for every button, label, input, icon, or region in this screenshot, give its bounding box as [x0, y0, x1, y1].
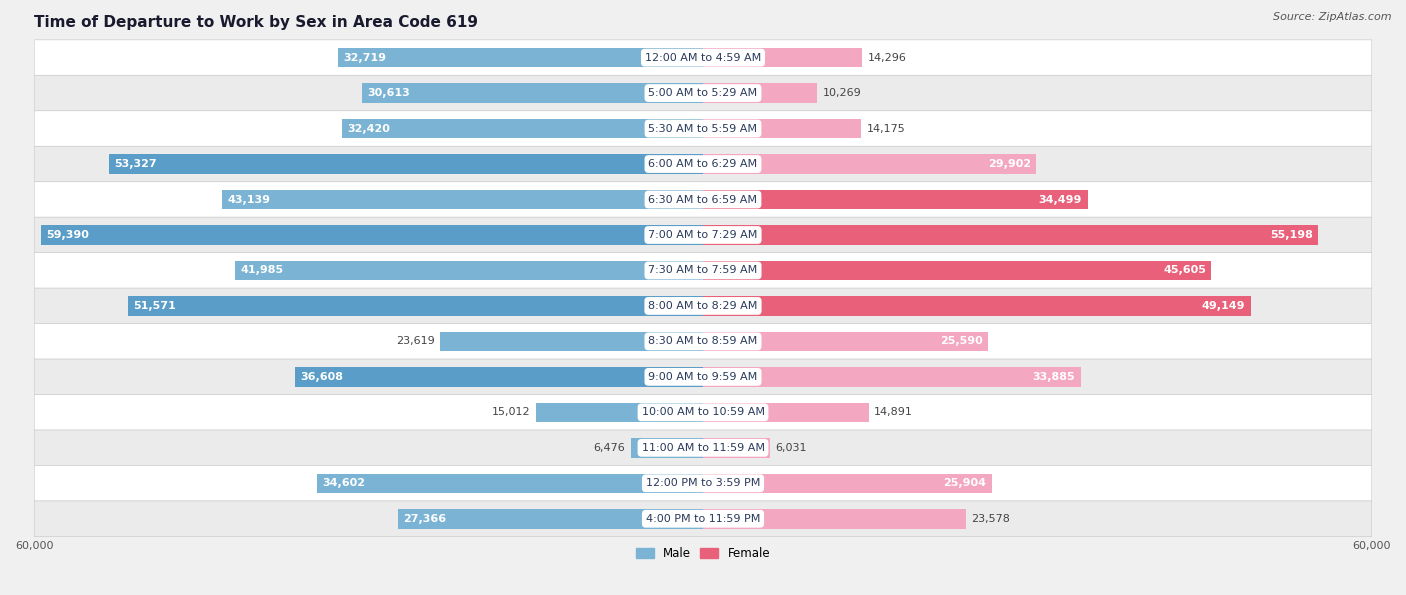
Bar	[703, 403, 869, 422]
FancyBboxPatch shape	[34, 359, 1372, 394]
Text: 12:00 PM to 3:59 PM: 12:00 PM to 3:59 PM	[645, 478, 761, 488]
Bar	[703, 331, 988, 351]
Bar	[703, 119, 860, 138]
Text: 59,390: 59,390	[46, 230, 89, 240]
Text: 14,175: 14,175	[866, 124, 905, 133]
Bar	[703, 296, 1251, 316]
Text: 25,904: 25,904	[943, 478, 987, 488]
Text: 5:30 AM to 5:59 AM: 5:30 AM to 5:59 AM	[648, 124, 758, 133]
FancyBboxPatch shape	[34, 253, 1372, 288]
Bar	[318, 474, 703, 493]
Legend: Male, Female: Male, Female	[631, 543, 775, 565]
Bar	[41, 226, 703, 245]
Bar	[536, 403, 703, 422]
FancyBboxPatch shape	[34, 394, 1372, 430]
Bar	[631, 438, 703, 458]
Text: 4:00 PM to 11:59 PM: 4:00 PM to 11:59 PM	[645, 513, 761, 524]
Text: 12:00 AM to 4:59 AM: 12:00 AM to 4:59 AM	[645, 52, 761, 62]
Bar	[440, 331, 703, 351]
Bar	[703, 509, 966, 528]
Bar	[235, 261, 703, 280]
Text: 6:00 AM to 6:29 AM: 6:00 AM to 6:29 AM	[648, 159, 758, 169]
Text: 9:00 AM to 9:59 AM: 9:00 AM to 9:59 AM	[648, 372, 758, 382]
Text: 55,198: 55,198	[1270, 230, 1313, 240]
Text: 8:30 AM to 8:59 AM: 8:30 AM to 8:59 AM	[648, 336, 758, 346]
FancyBboxPatch shape	[34, 40, 1372, 76]
Bar	[703, 154, 1036, 174]
Text: 49,149: 49,149	[1202, 301, 1246, 311]
Text: 15,012: 15,012	[492, 408, 530, 417]
FancyBboxPatch shape	[34, 181, 1372, 217]
FancyBboxPatch shape	[34, 501, 1372, 537]
Text: 36,608: 36,608	[301, 372, 343, 382]
Text: 11:00 AM to 11:59 AM: 11:00 AM to 11:59 AM	[641, 443, 765, 453]
Text: 5:00 AM to 5:29 AM: 5:00 AM to 5:29 AM	[648, 88, 758, 98]
FancyBboxPatch shape	[34, 76, 1372, 111]
Text: 6:30 AM to 6:59 AM: 6:30 AM to 6:59 AM	[648, 195, 758, 205]
Bar	[703, 48, 862, 67]
Text: 45,605: 45,605	[1163, 265, 1206, 275]
Text: 6,031: 6,031	[776, 443, 807, 453]
Text: Time of Departure to Work by Sex in Area Code 619: Time of Departure to Work by Sex in Area…	[34, 15, 478, 30]
Bar	[703, 83, 817, 103]
Text: Source: ZipAtlas.com: Source: ZipAtlas.com	[1274, 12, 1392, 22]
Text: 25,590: 25,590	[941, 336, 983, 346]
Text: 6,476: 6,476	[593, 443, 626, 453]
Text: 34,499: 34,499	[1039, 195, 1083, 205]
Bar	[703, 367, 1081, 387]
Bar	[703, 474, 991, 493]
Text: 14,296: 14,296	[868, 52, 907, 62]
Text: 33,885: 33,885	[1032, 372, 1076, 382]
Text: 32,719: 32,719	[343, 52, 387, 62]
Text: 34,602: 34,602	[323, 478, 366, 488]
Text: 14,891: 14,891	[875, 408, 914, 417]
Bar	[339, 48, 703, 67]
Text: 10,269: 10,269	[823, 88, 862, 98]
Bar	[342, 119, 703, 138]
FancyBboxPatch shape	[34, 146, 1372, 182]
Text: 8:00 AM to 8:29 AM: 8:00 AM to 8:29 AM	[648, 301, 758, 311]
FancyBboxPatch shape	[34, 465, 1372, 501]
Bar	[361, 83, 703, 103]
Text: 10:00 AM to 10:59 AM: 10:00 AM to 10:59 AM	[641, 408, 765, 417]
Text: 23,578: 23,578	[972, 513, 1010, 524]
Bar	[703, 190, 1087, 209]
FancyBboxPatch shape	[34, 324, 1372, 359]
Text: 27,366: 27,366	[404, 513, 447, 524]
Text: 30,613: 30,613	[367, 88, 411, 98]
Text: 43,139: 43,139	[228, 195, 270, 205]
Text: 29,902: 29,902	[988, 159, 1031, 169]
Bar	[703, 261, 1212, 280]
Text: 32,420: 32,420	[347, 124, 389, 133]
Text: 7:00 AM to 7:29 AM: 7:00 AM to 7:29 AM	[648, 230, 758, 240]
Bar	[703, 438, 770, 458]
Bar	[108, 154, 703, 174]
FancyBboxPatch shape	[34, 217, 1372, 253]
Bar	[703, 226, 1319, 245]
FancyBboxPatch shape	[34, 288, 1372, 324]
Bar	[128, 296, 703, 316]
Bar	[295, 367, 703, 387]
Text: 51,571: 51,571	[134, 301, 176, 311]
FancyBboxPatch shape	[34, 430, 1372, 466]
Bar	[398, 509, 703, 528]
Text: 53,327: 53,327	[114, 159, 156, 169]
Text: 23,619: 23,619	[395, 336, 434, 346]
FancyBboxPatch shape	[34, 111, 1372, 146]
Bar	[222, 190, 703, 209]
Text: 7:30 AM to 7:59 AM: 7:30 AM to 7:59 AM	[648, 265, 758, 275]
Text: 41,985: 41,985	[240, 265, 284, 275]
